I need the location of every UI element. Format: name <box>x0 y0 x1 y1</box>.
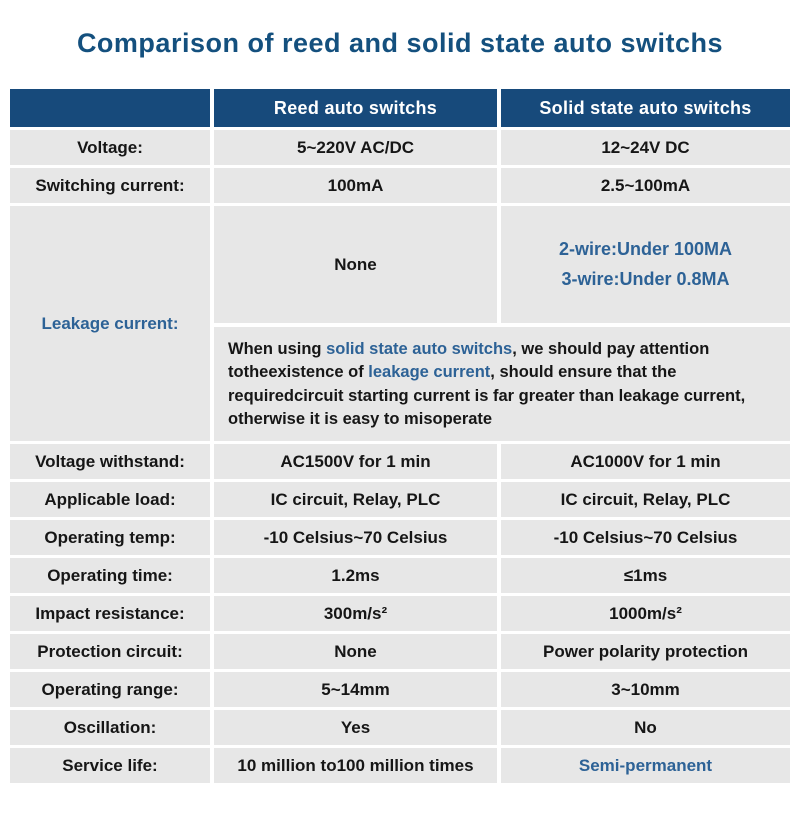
table-row-oscillation: Oscillation: Yes No <box>10 710 790 745</box>
leakage-note: When using solid state auto switchs, we … <box>214 327 790 441</box>
solid-value: No <box>501 710 790 745</box>
table-row-service-life: Service life: 10 million to100 million t… <box>10 748 790 783</box>
table-row-operating-time: Operating time: 1.2ms ≤1ms <box>10 558 790 593</box>
solid-value: 3~10mm <box>501 672 790 707</box>
comparison-table: Reed auto switchs Solid state auto switc… <box>10 89 790 783</box>
solid-value: Power polarity protection <box>501 634 790 669</box>
row-label: Oscillation: <box>10 710 210 745</box>
reed-value: IC circuit, Relay, PLC <box>214 482 497 517</box>
row-label: Operating time: <box>10 558 210 593</box>
table-row-voltage: Voltage: 5~220V AC/DC 12~24V DC <box>10 130 790 165</box>
table-row-voltage-withstand: Voltage withstand: AC1500V for 1 min AC1… <box>10 444 790 479</box>
reed-value: None <box>214 634 497 669</box>
page-title: Comparison of reed and solid state auto … <box>76 28 724 58</box>
reed-value: 300m/s² <box>214 596 497 631</box>
note-segment-solid-state-auto-switchs: solid state auto switchs <box>326 340 513 358</box>
row-label: Impact resistance: <box>10 596 210 631</box>
leakage-solid-line-2wire: 2-wire:Under 100MA <box>558 239 733 260</box>
table-row-impact-resistance: Impact resistance: 300m/s² 1000m/s² <box>10 596 790 631</box>
row-label-leakage-current: Leakage current: <box>10 206 210 441</box>
note-segment: , we should pay attention totheexistence… <box>228 340 710 382</box>
row-label: Voltage withstand: <box>10 444 210 479</box>
row-label: Operating range: <box>10 672 210 707</box>
reed-value: 5~220V AC/DC <box>214 130 497 165</box>
table-row-operating-temp: Operating temp: -10 Celsius~70 Celsius -… <box>10 520 790 555</box>
header-cell-solid: Solid state auto switchs <box>501 89 790 127</box>
row-label: Switching current: <box>10 168 210 203</box>
header-cell-reed: Reed auto switchs <box>214 89 497 127</box>
note-segment: When using <box>228 340 327 358</box>
row-label: Operating temp: <box>10 520 210 555</box>
leakage-solid-value: 2-wire:Under 100MA 3-wire:Under 0.8MA <box>501 206 790 323</box>
note-segment: , should ensure that the requiredcircuit… <box>228 363 746 429</box>
solid-value: IC circuit, Relay, PLC <box>501 482 790 517</box>
table-row-operating-range: Operating range: 5~14mm 3~10mm <box>10 672 790 707</box>
table-header-row: Reed auto switchs Solid state auto switc… <box>10 89 790 127</box>
leakage-reed-value: None <box>214 206 497 323</box>
table-row-switching-current: Switching current: 100mA 2.5~100mA <box>10 168 790 203</box>
reed-value: 100mA <box>214 168 497 203</box>
header-cell-blank <box>10 89 210 127</box>
solid-value: 1000m/s² <box>501 596 790 631</box>
reed-value: 5~14mm <box>214 672 497 707</box>
solid-value: ≤1ms <box>501 558 790 593</box>
note-segment-leakage-current: leakage current <box>368 363 491 382</box>
table-row-protection-circuit: Protection circuit: None Power polarity … <box>10 634 790 669</box>
leakage-current-section: Leakage current: None 2-wire:Under 100MA… <box>10 206 790 441</box>
solid-value: AC1000V for 1 min <box>501 444 790 479</box>
reed-value: 1.2ms <box>214 558 497 593</box>
row-label: Protection circuit: <box>10 634 210 669</box>
solid-value: -10 Celsius~70 Celsius <box>501 520 790 555</box>
reed-value: 10 million to100 million times <box>214 748 497 783</box>
reed-value: AC1500V for 1 min <box>214 444 497 479</box>
solid-value: 2.5~100mA <box>501 168 790 203</box>
reed-value: Yes <box>214 710 497 745</box>
table-row-applicable-load: Applicable load: IC circuit, Relay, PLC … <box>10 482 790 517</box>
solid-value: 12~24V DC <box>501 130 790 165</box>
solid-value: Semi-permanent <box>501 748 790 783</box>
reed-value: -10 Celsius~70 Celsius <box>214 520 497 555</box>
row-label: Voltage: <box>10 130 210 165</box>
row-label: Applicable load: <box>10 482 210 517</box>
leakage-solid-line-3wire: 3-wire:Under 0.8MA <box>561 269 730 289</box>
row-label: Service life: <box>10 748 210 783</box>
